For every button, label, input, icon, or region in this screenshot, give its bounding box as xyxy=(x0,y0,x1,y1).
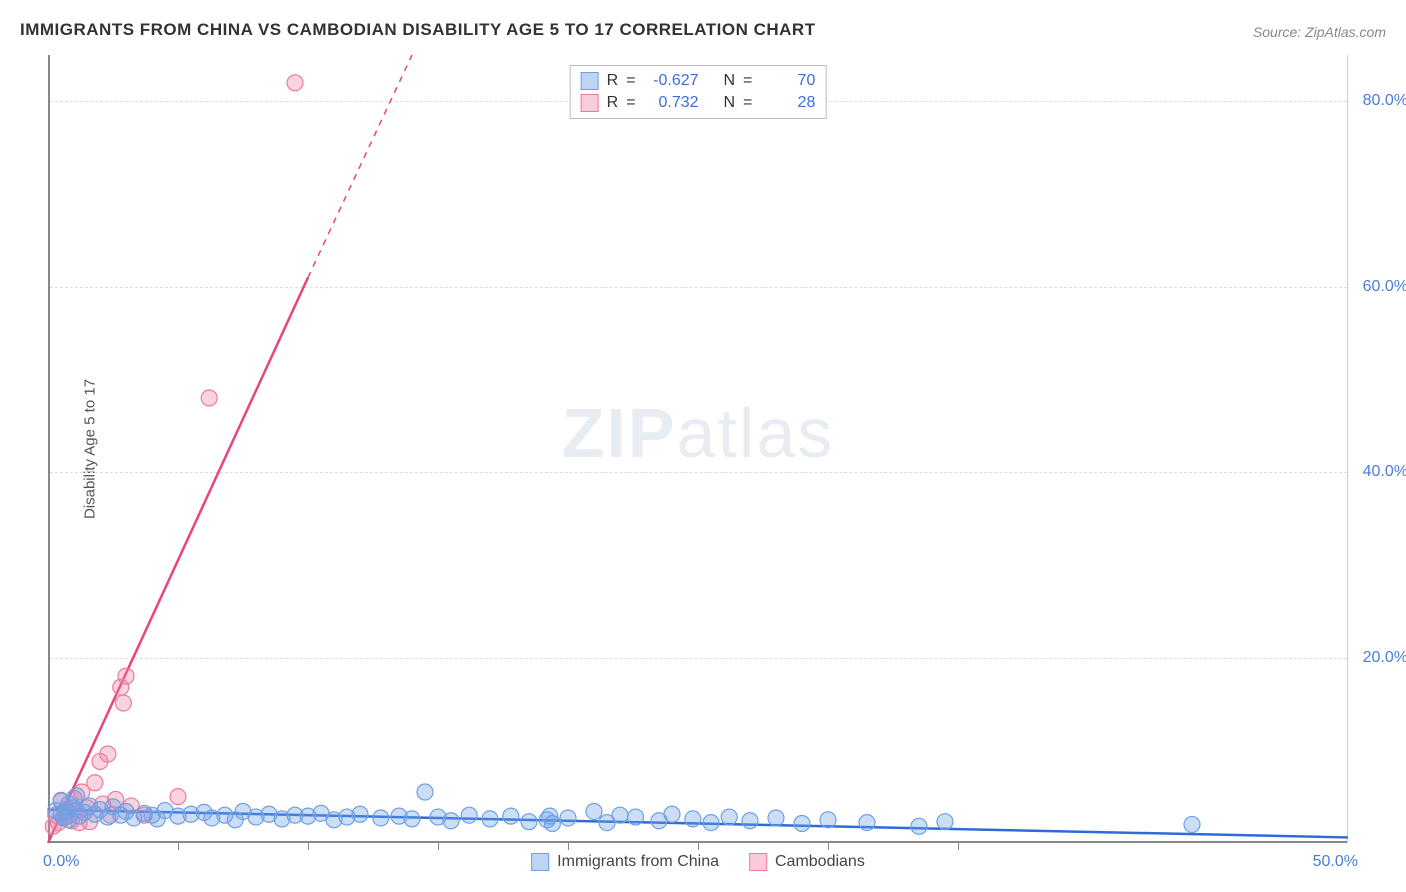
scatter-svg xyxy=(48,55,1348,843)
scatter-point-blue xyxy=(820,812,836,828)
equals-sign: = xyxy=(626,72,635,90)
legend-n-label: N xyxy=(723,94,735,112)
scatter-point-blue xyxy=(461,807,477,823)
x-tick xyxy=(568,843,569,850)
scatter-point-blue xyxy=(404,811,420,827)
x-tick xyxy=(438,843,439,850)
scatter-point-blue xyxy=(859,815,875,831)
legend-r-label: R xyxy=(607,72,619,90)
source-name: ZipAtlas.com xyxy=(1305,24,1386,40)
source-label: Source: xyxy=(1253,24,1301,40)
source-attribution: Source: ZipAtlas.com xyxy=(1253,24,1386,40)
scatter-point-blue xyxy=(685,811,701,827)
scatter-point-blue xyxy=(544,816,560,832)
equals-sign: = xyxy=(743,72,752,90)
scatter-point-blue xyxy=(482,811,498,827)
scatter-point-pink xyxy=(118,668,134,684)
scatter-point-blue xyxy=(911,818,927,834)
scatter-point-pink xyxy=(87,775,103,791)
legend-n-pink: 28 xyxy=(760,94,815,112)
scatter-point-blue xyxy=(521,814,537,830)
trend-line-pink-dash xyxy=(308,55,412,277)
scatter-point-blue xyxy=(560,810,576,826)
trend-line-pink-solid xyxy=(48,277,308,843)
scatter-point-blue xyxy=(417,784,433,800)
scatter-point-blue xyxy=(69,788,85,804)
scatter-point-blue xyxy=(937,814,953,830)
scatter-point-blue xyxy=(373,810,389,826)
x-origin-label: 0.0% xyxy=(43,853,79,871)
scatter-point-blue xyxy=(586,803,602,819)
legend-correlation: R = -0.627 N = 70 R = 0.732 N = 28 xyxy=(570,65,827,119)
scatter-point-blue xyxy=(503,808,519,824)
scatter-point-pink xyxy=(115,695,131,711)
scatter-point-blue xyxy=(703,815,719,831)
scatter-point-blue xyxy=(768,810,784,826)
legend-item-blue: Immigrants from China xyxy=(531,853,719,871)
scatter-point-blue xyxy=(352,806,368,822)
chart-title: IMMIGRANTS FROM CHINA VS CAMBODIAN DISAB… xyxy=(20,20,816,40)
y-tick-label: 60.0% xyxy=(1353,278,1406,296)
legend-item-pink: Cambodians xyxy=(749,853,865,871)
legend-r-pink: 0.732 xyxy=(644,94,699,112)
scatter-point-blue xyxy=(742,813,758,829)
x-max-label: 50.0% xyxy=(1313,853,1358,871)
legend-label-pink: Cambodians xyxy=(775,853,865,871)
scatter-point-blue xyxy=(794,816,810,832)
x-tick xyxy=(958,843,959,850)
y-tick-label: 40.0% xyxy=(1353,463,1406,481)
x-tick xyxy=(698,843,699,850)
plot-area: Disability Age 5 to 17 ZIPatlas 20.0%40.… xyxy=(48,55,1348,843)
legend-n-blue: 70 xyxy=(760,72,815,90)
scatter-point-blue xyxy=(628,809,644,825)
scatter-point-blue xyxy=(612,807,628,823)
legend-swatch-blue xyxy=(581,72,599,90)
scatter-point-pink xyxy=(100,746,116,762)
legend-r-label: R xyxy=(607,94,619,112)
legend-swatch-pink xyxy=(749,853,767,871)
scatter-point-pink xyxy=(170,789,186,805)
y-tick-label: 80.0% xyxy=(1353,92,1406,110)
legend-row-pink: R = 0.732 N = 28 xyxy=(581,92,816,114)
legend-label-blue: Immigrants from China xyxy=(557,853,719,871)
legend-row-blue: R = -0.627 N = 70 xyxy=(581,70,816,92)
legend-n-label: N xyxy=(723,72,735,90)
scatter-point-blue xyxy=(664,806,680,822)
legend-r-blue: -0.627 xyxy=(644,72,699,90)
scatter-point-pink xyxy=(287,75,303,91)
equals-sign: = xyxy=(626,94,635,112)
legend-series: Immigrants from China Cambodians xyxy=(531,853,865,871)
equals-sign: = xyxy=(743,94,752,112)
scatter-point-blue xyxy=(1184,816,1200,832)
x-tick xyxy=(308,843,309,850)
scatter-point-blue xyxy=(443,813,459,829)
scatter-point-blue xyxy=(721,809,737,825)
x-tick xyxy=(178,843,179,850)
legend-swatch-pink xyxy=(581,94,599,112)
x-tick xyxy=(828,843,829,850)
y-tick-label: 20.0% xyxy=(1353,649,1406,667)
legend-swatch-blue xyxy=(531,853,549,871)
scatter-point-pink xyxy=(201,390,217,406)
